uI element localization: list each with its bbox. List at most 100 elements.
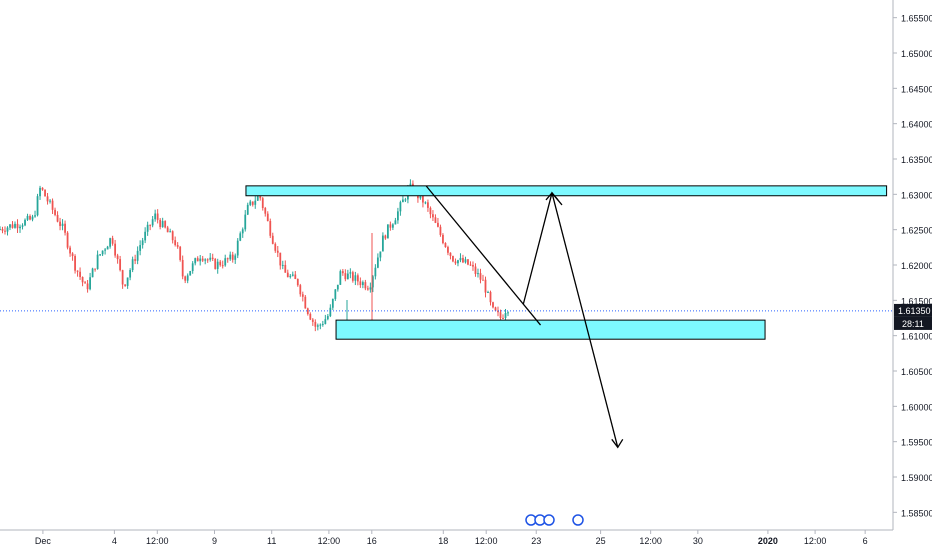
x-tick-label: 6: [863, 536, 868, 546]
candle-body: [194, 258, 197, 264]
candle-body: [169, 231, 172, 233]
x-tick-label: 12:00: [146, 536, 169, 546]
candle-body: [422, 193, 424, 203]
y-tick-label: 1.64500: [901, 84, 932, 94]
candle-body: [339, 271, 342, 285]
economic-event-icon[interactable]: [572, 514, 584, 526]
countdown-tag-bg: [894, 316, 932, 330]
x-tick-label: 12:00: [475, 536, 498, 546]
y-tick-label: 1.64000: [901, 120, 932, 130]
candle-body: [24, 219, 26, 226]
candle-body: [6, 227, 9, 232]
candle-body: [497, 310, 499, 313]
candle-body: [56, 214, 59, 222]
candle-body: [61, 223, 64, 226]
candle-body: [19, 226, 21, 229]
candle-body: [231, 254, 234, 260]
candle-body: [311, 319, 314, 322]
candle-body: [89, 277, 91, 290]
candle-body: [11, 224, 14, 228]
candle-body: [464, 259, 467, 263]
candle-body: [474, 266, 477, 274]
y-tick-label: 1.62000: [901, 261, 932, 271]
candle-body: [66, 232, 69, 248]
candle-body: [369, 287, 372, 290]
candle-body: [26, 215, 29, 220]
event-markers[interactable]: [525, 514, 584, 526]
resistance-zone: [245, 185, 888, 197]
y-tick-label: 1.63500: [901, 155, 932, 165]
candle-body: [81, 277, 84, 283]
x-tick-label: 25: [596, 536, 606, 546]
candle-body: [161, 221, 164, 228]
candle-body: [399, 202, 402, 212]
drawings-group[interactable]: [0, 185, 893, 449]
candle-body: [304, 296, 307, 309]
candle-body: [452, 255, 454, 262]
y-tick-label: 1.60500: [901, 367, 932, 377]
candle-body: [104, 249, 107, 251]
candle-body: [439, 226, 442, 235]
candle-body: [299, 285, 302, 295]
candle-body: [51, 200, 54, 210]
candle-body: [219, 261, 222, 266]
x-tick-label: 18: [438, 536, 448, 546]
candle-body: [14, 223, 16, 228]
candle-body: [131, 259, 134, 271]
candle-body: [184, 276, 187, 281]
candle-body: [424, 202, 427, 204]
candle-body: [492, 302, 494, 308]
candle-body: [116, 255, 119, 260]
candle-body: [374, 267, 377, 277]
candle-body: [236, 240, 239, 256]
candle-body: [179, 246, 182, 260]
candle-body: [301, 294, 304, 297]
candle-body: [69, 247, 71, 254]
candle-body: [309, 313, 312, 320]
candle-body: [79, 271, 81, 278]
candle-body: [334, 289, 337, 299]
candle-body: [0, 229, 1, 231]
candle-body: [364, 282, 367, 289]
candle-body: [156, 213, 159, 220]
current-price-tag-bg: [894, 303, 932, 317]
candle-body: [294, 274, 297, 280]
countdown-tag-text: 28:11: [902, 319, 924, 329]
candle-body: [126, 277, 129, 286]
x-tick-label: 2020: [758, 536, 778, 546]
candle-body: [379, 251, 382, 258]
candle-body: [341, 271, 344, 274]
candle-body: [291, 274, 294, 276]
x-tick-label: 30: [693, 536, 703, 546]
candle-body: [9, 224, 11, 228]
candle-body: [259, 194, 262, 199]
candle-body: [462, 257, 464, 263]
candle-body: [44, 189, 46, 197]
candle-body: [191, 263, 194, 272]
x-tick-label: Dec: [35, 536, 52, 546]
candle-body: [46, 196, 49, 202]
candle-body: [331, 298, 334, 308]
economic-event-icon[interactable]: [543, 514, 555, 526]
candle-body: [214, 258, 217, 269]
candle-body: [144, 231, 147, 241]
candle-body: [71, 253, 74, 257]
candle-body: [139, 245, 142, 251]
x-tick-label: 16: [367, 536, 377, 546]
candle-body: [354, 275, 357, 281]
candle-body: [96, 254, 99, 270]
x-tick-label: 11: [267, 536, 276, 546]
candle-body: [174, 240, 177, 246]
candle-body: [484, 279, 487, 293]
y-tick-label: 1.58500: [901, 508, 932, 518]
candle-body: [437, 222, 439, 227]
candle-body: [256, 194, 259, 201]
candle-body: [276, 250, 279, 253]
candle-body: [459, 257, 462, 261]
candle-body: [269, 221, 272, 236]
y-tick-label: 1.65000: [901, 49, 932, 59]
candle-body: [499, 312, 502, 318]
x-tick-label: 23: [531, 536, 541, 546]
